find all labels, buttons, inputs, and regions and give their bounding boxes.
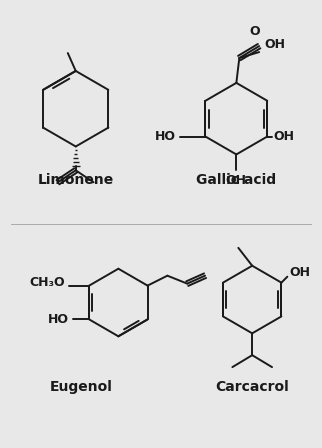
Text: Limonene: Limonene bbox=[38, 173, 114, 187]
Text: CH₃O: CH₃O bbox=[30, 276, 65, 289]
Text: Carcacrol: Carcacrol bbox=[215, 380, 289, 394]
Text: HO: HO bbox=[48, 313, 69, 326]
Text: OH: OH bbox=[289, 266, 310, 279]
Text: OH: OH bbox=[273, 130, 294, 143]
Text: OH: OH bbox=[226, 174, 247, 187]
Text: Eugenol: Eugenol bbox=[49, 380, 112, 394]
Text: Gallic acid: Gallic acid bbox=[196, 173, 276, 187]
Text: HO: HO bbox=[155, 130, 176, 143]
Text: OH: OH bbox=[264, 38, 285, 51]
Text: O: O bbox=[250, 25, 260, 38]
